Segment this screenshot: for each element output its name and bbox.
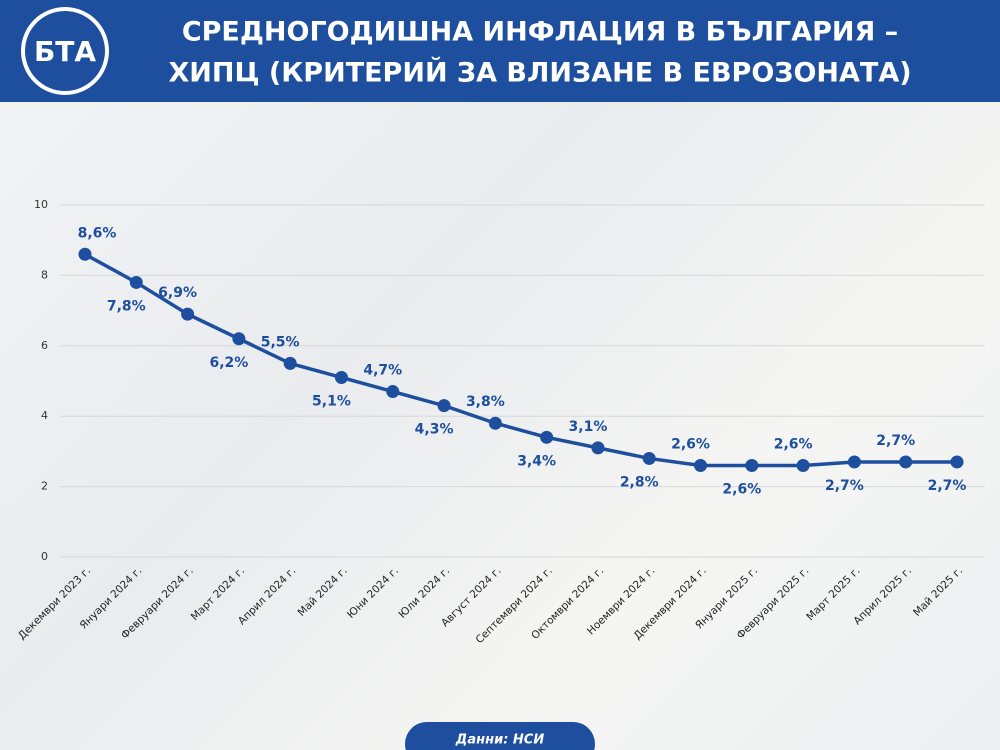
x-tick-label: Юли 2024 г. bbox=[396, 565, 452, 621]
x-tick-label: Декември 2023 г. bbox=[16, 565, 93, 642]
line bbox=[84, 252, 957, 468]
data-label: 8,6% bbox=[78, 225, 117, 241]
point bbox=[283, 356, 297, 370]
data-label: 2,7% bbox=[876, 433, 915, 449]
x-tick-label: Май 2024 г. bbox=[296, 565, 350, 619]
data-label: 2,8% bbox=[620, 474, 659, 490]
logo-inner bbox=[25, 11, 105, 91]
x-tick-label: Март 2025 г. bbox=[804, 565, 862, 623]
y-tick-label: 4 bbox=[41, 409, 48, 422]
point bbox=[488, 416, 502, 430]
data-label: 2,6% bbox=[671, 436, 710, 452]
data-label: 2,7% bbox=[825, 478, 864, 494]
y-tick-label: 10 bbox=[34, 198, 48, 211]
chart-title: ХИПЦ (КРИТЕРИЙ ЗА ВЛИЗАНЕ В ЕВРОЗОНАТА) bbox=[168, 57, 911, 89]
data-label: 4,3% bbox=[415, 422, 454, 438]
point bbox=[642, 451, 656, 465]
data-label: 3,4% bbox=[517, 453, 556, 469]
logo-text: БТА bbox=[34, 35, 96, 68]
point bbox=[334, 370, 348, 384]
point bbox=[129, 275, 143, 289]
y-tick-label: 0 bbox=[41, 550, 48, 563]
point bbox=[78, 247, 92, 261]
source: Данни: НСИ bbox=[455, 733, 545, 748]
y-tick-label: 6 bbox=[41, 339, 48, 352]
header-bar bbox=[0, 0, 1000, 102]
point bbox=[847, 455, 861, 469]
data-label: 7,8% bbox=[107, 298, 146, 314]
point bbox=[745, 458, 759, 472]
data-label: 3,8% bbox=[466, 394, 505, 410]
x-tick-label: Юни 2024 г. bbox=[345, 565, 401, 621]
data-label: 2,7% bbox=[928, 478, 967, 494]
point bbox=[540, 430, 554, 444]
x-tick-label: Май 2025 г. bbox=[911, 565, 965, 619]
point bbox=[796, 458, 810, 472]
data-label: 3,1% bbox=[569, 419, 608, 435]
y-tick-label: 2 bbox=[41, 480, 48, 493]
y-tick-label: 8 bbox=[41, 268, 48, 281]
data-label: 5,1% bbox=[312, 393, 351, 409]
point bbox=[694, 458, 708, 472]
point bbox=[386, 385, 400, 399]
data-label: 4,7% bbox=[363, 363, 402, 379]
point bbox=[899, 455, 913, 469]
point bbox=[232, 332, 246, 346]
data-label: 2,6% bbox=[722, 481, 761, 497]
point bbox=[181, 307, 195, 321]
point bbox=[591, 441, 605, 455]
point bbox=[437, 399, 451, 413]
data-label: 5,5% bbox=[261, 334, 300, 350]
x-tick-label: Март 2024 г. bbox=[189, 565, 247, 623]
source-pill bbox=[405, 722, 595, 750]
data-label: 2,6% bbox=[774, 436, 813, 452]
data-label: 6,9% bbox=[158, 285, 197, 301]
chart-title: СРЕДНОГОДИШНА ИНФЛАЦИЯ В БЪЛГАРИЯ – bbox=[182, 17, 898, 48]
data-label: 6,2% bbox=[209, 355, 248, 371]
point bbox=[950, 455, 964, 469]
